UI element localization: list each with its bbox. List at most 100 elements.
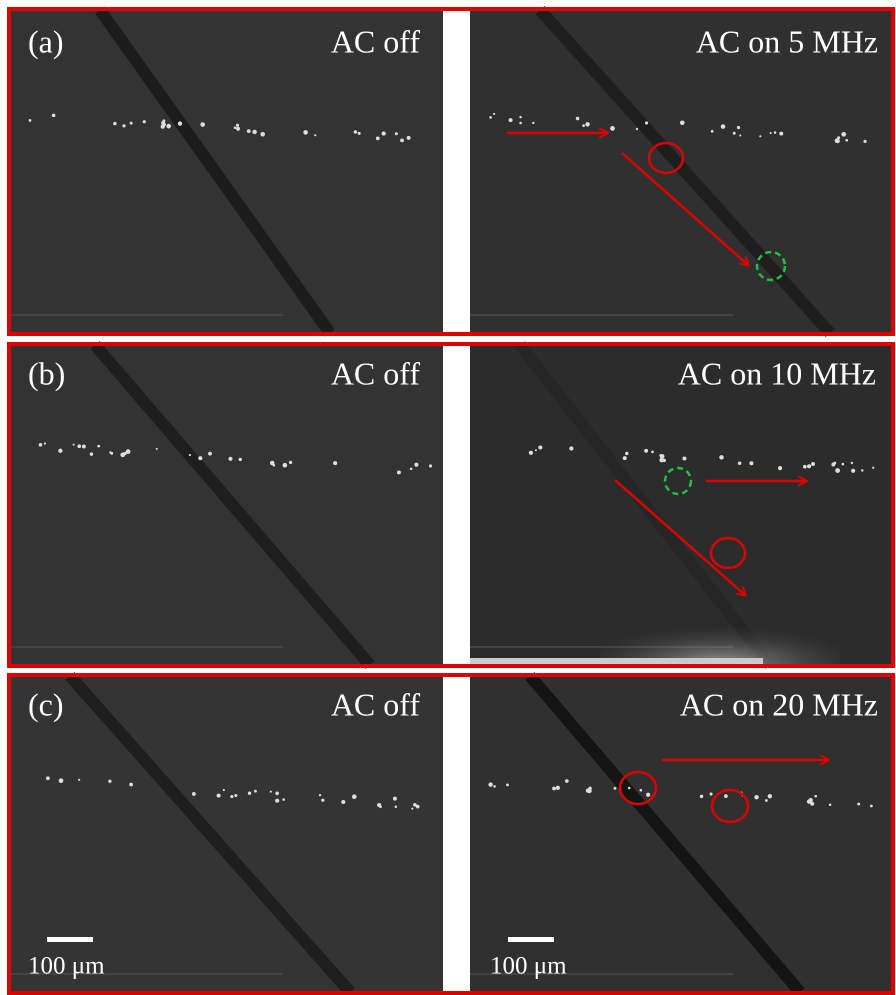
particle — [230, 795, 233, 798]
particle — [414, 463, 418, 467]
particle — [189, 454, 191, 456]
particle — [529, 451, 533, 455]
particle — [519, 122, 522, 125]
particle — [710, 793, 713, 796]
scale-label: 100 μm — [490, 953, 567, 980]
particle — [429, 464, 432, 467]
particle — [493, 785, 496, 788]
glare — [600, 600, 840, 665]
particle — [739, 134, 741, 136]
scale-label: 100 μm — [28, 953, 105, 980]
particle — [273, 464, 276, 467]
particle — [416, 805, 420, 809]
particle — [737, 126, 740, 129]
particle — [29, 119, 32, 122]
particle — [156, 448, 158, 450]
particle — [110, 452, 113, 455]
particle — [588, 787, 592, 791]
particle — [376, 137, 380, 141]
particle — [282, 798, 285, 801]
particle — [770, 132, 772, 134]
particle — [252, 130, 256, 134]
particle — [680, 120, 685, 125]
particle — [198, 456, 202, 460]
particle — [538, 446, 542, 450]
particle — [814, 795, 817, 798]
particle — [358, 132, 361, 135]
condition-label: AC on 10 MHz — [678, 355, 876, 391]
particle — [644, 449, 648, 453]
particle — [506, 783, 509, 786]
particle — [774, 131, 777, 134]
condition-label: AC off — [331, 686, 421, 722]
particle — [811, 462, 815, 466]
particle — [407, 136, 411, 140]
particle — [738, 462, 742, 466]
particle — [659, 454, 662, 457]
particle — [662, 459, 666, 463]
particle — [236, 127, 240, 131]
particle — [724, 794, 728, 798]
particle — [275, 799, 279, 803]
glare-edge — [470, 658, 763, 664]
particle — [39, 443, 43, 447]
particle — [379, 805, 382, 808]
particle — [192, 792, 196, 796]
particle — [234, 126, 237, 129]
image-panel — [10, 676, 443, 992]
particle — [314, 134, 316, 136]
particle — [166, 124, 171, 129]
particle — [851, 469, 855, 473]
particle — [754, 795, 758, 799]
particle — [872, 467, 874, 469]
particle — [493, 113, 495, 115]
particle — [779, 132, 783, 136]
particle — [552, 787, 556, 791]
particle — [651, 451, 654, 454]
particle — [807, 799, 811, 803]
particle — [842, 463, 845, 466]
panel-label: (b) — [28, 355, 65, 391]
particle — [97, 445, 100, 448]
particle — [623, 456, 627, 460]
particle — [395, 805, 398, 808]
particle — [861, 469, 863, 471]
particle — [610, 126, 615, 131]
particle — [73, 444, 75, 446]
particle — [733, 132, 736, 135]
particle — [275, 791, 279, 795]
particle — [646, 793, 650, 797]
particle — [319, 794, 321, 796]
condition-label: AC on 20 MHz — [680, 686, 878, 722]
condition-label: AC off — [331, 355, 421, 391]
particle — [400, 139, 404, 143]
particle — [749, 461, 753, 465]
particle — [254, 790, 257, 793]
scale-bar — [508, 937, 554, 942]
particle — [247, 129, 251, 133]
particle — [768, 794, 772, 798]
particle — [489, 116, 492, 119]
particle — [352, 796, 354, 798]
particle — [303, 130, 308, 135]
particle — [807, 464, 811, 468]
particle — [200, 122, 205, 127]
particle — [77, 444, 81, 448]
particle — [759, 135, 761, 137]
particle — [411, 808, 413, 810]
particle — [509, 118, 513, 122]
particle — [228, 457, 232, 461]
particle — [711, 130, 714, 133]
particle — [863, 140, 866, 143]
panels — [9, 9, 893, 993]
particle — [129, 783, 133, 787]
particle — [208, 452, 212, 456]
particle — [765, 799, 768, 802]
scale-bar — [47, 937, 93, 942]
particle — [90, 452, 93, 455]
image-panel — [470, 676, 893, 992]
particle — [143, 120, 146, 123]
particle — [682, 457, 686, 461]
particle — [108, 780, 111, 783]
particle — [721, 124, 726, 129]
